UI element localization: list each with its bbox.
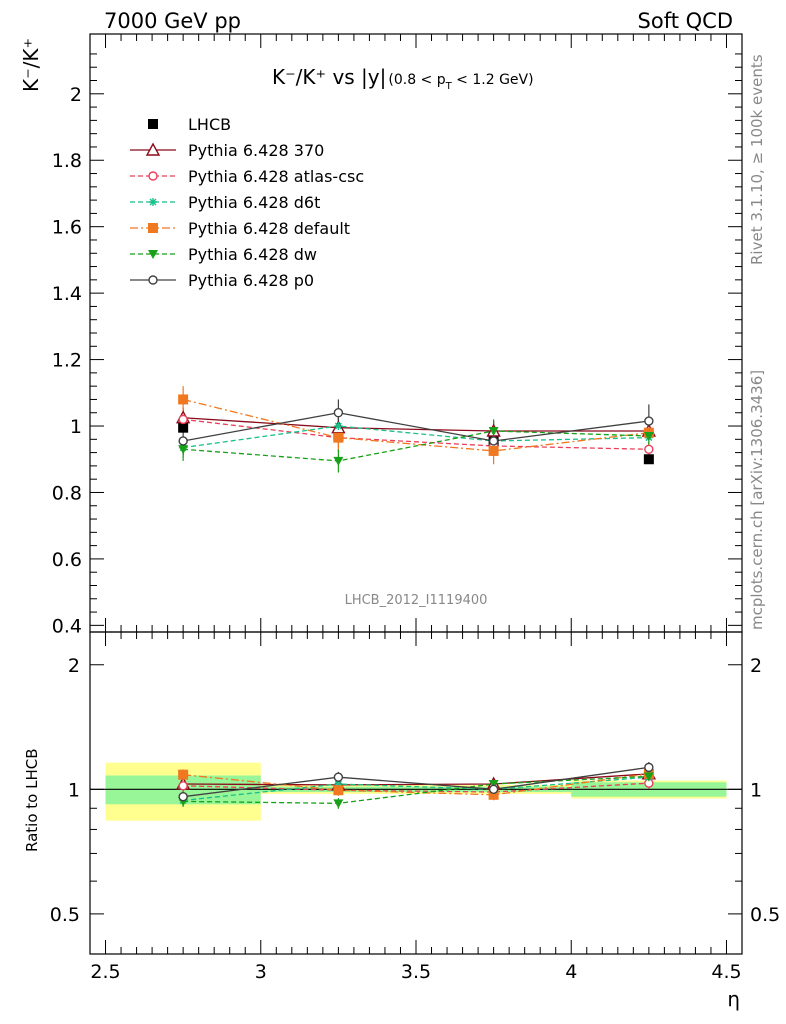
point-default — [178, 394, 189, 405]
header-left: 7000 GeV pp — [104, 9, 241, 33]
ratio-y-tick-label-right: 1 — [750, 779, 762, 801]
legend-label-default: Pythia 6.428 default — [188, 219, 350, 238]
y-tick-label: 0.8 — [52, 482, 82, 504]
legend-marker-d6t — [149, 198, 157, 206]
x-tick-label: 2.5 — [90, 961, 120, 983]
point-dw — [488, 427, 499, 437]
x-tick-label: 4.5 — [711, 961, 741, 983]
title-sub-t: T — [445, 81, 453, 92]
y-tick-label: 1 — [70, 416, 82, 438]
point-default — [488, 445, 499, 456]
legend-marker-default — [148, 223, 158, 233]
ratio-y-tick-label-left: 0.5 — [50, 904, 80, 926]
ratio-y-tick-label-left: 1 — [68, 779, 80, 801]
mcplots-label: mcplots.cern.ch [arXiv:1306.3436] — [748, 370, 766, 630]
title-sub: (0.8 < p — [388, 72, 445, 88]
y-tick-label: 0.6 — [52, 549, 82, 571]
ratio-line-atlas — [183, 782, 649, 793]
ratio-point-default — [488, 789, 499, 800]
ratio-point-d6t — [334, 780, 343, 789]
point-p0 — [644, 416, 654, 426]
ratio-y-tick-label-right: 0.5 — [750, 904, 780, 926]
legend-label-data: LHCB — [188, 115, 231, 134]
y-tick-label: 1.2 — [52, 350, 82, 372]
point-d6t — [334, 422, 343, 431]
point-dw — [643, 431, 654, 441]
legend-marker-dw — [148, 250, 158, 259]
analysis-label: LHCB_2012_I1119400 — [345, 593, 488, 608]
ratio-line-d6t — [183, 776, 649, 802]
ratio-point-p0 — [178, 791, 188, 802]
series-line-p0 — [183, 412, 649, 442]
y-tick-label: 1.6 — [52, 217, 82, 239]
series-line-p370 — [183, 417, 649, 432]
point-atlas — [178, 414, 188, 425]
axis-ticks — [90, 34, 742, 954]
y-tick-label: 1.4 — [52, 283, 82, 305]
ratio-line-dw — [183, 775, 649, 804]
legend-label-atlas: Pythia 6.428 atlas-csc — [188, 167, 364, 186]
plot-title: K⁻/K⁺ vs |y| (0.8 < pT < 1.2 GeV) — [272, 65, 534, 92]
series-markers — [175, 394, 657, 809]
point-dw — [178, 445, 189, 455]
legend-label-d6t: Pythia 6.428 d6t — [188, 193, 320, 212]
ratio-point-p0 — [644, 762, 654, 773]
header-right: Soft QCD — [638, 9, 733, 33]
y-tick-label: 2 — [70, 84, 82, 106]
point-p0 — [333, 408, 344, 418]
series-line-default — [182, 398, 649, 452]
ratio-point-p0 — [488, 784, 499, 795]
ratio-y-label: Ratio to LHCB — [23, 748, 41, 852]
ratio-line-p0 — [183, 766, 649, 798]
x-axis-label: η — [727, 987, 740, 1011]
legend: LHCB Pythia 6.428 370 Pythia 6.428 atlas-c… — [130, 115, 364, 290]
ratio-point-default — [178, 769, 189, 780]
legend-marker-data — [148, 119, 158, 129]
ratio-y-tick-label-left: 2 — [68, 655, 80, 677]
y-tick-label: 0.4 — [52, 615, 82, 637]
point-atlas — [644, 444, 654, 454]
series-line-atlas — [183, 418, 649, 450]
point-p0 — [178, 436, 188, 446]
ratio-point-atlas — [178, 781, 188, 791]
axis-tick-labels: 2.5 3 3.5 4 4.5 0.4 0.6 0.8 1 1.2 1.4 1.6 1.8 2 0.5 0.5… — [50, 84, 780, 983]
legend-label-p370: Pythia 6.428 370 — [188, 141, 324, 160]
series-lines — [182, 398, 649, 804]
ratio-line-default — [183, 773, 649, 796]
title-sub-end: < 1.2 GeV) — [452, 72, 534, 88]
y-tick-label: 1.8 — [52, 150, 82, 172]
legend-marker-p0 — [148, 275, 158, 285]
point-data — [643, 454, 654, 465]
x-tick-label: 4 — [565, 961, 577, 983]
series-line-dw — [183, 430, 649, 462]
ratio-point-dw — [488, 780, 499, 790]
ratio-y-tick-label-right: 2 — [750, 655, 762, 677]
point-dw — [333, 456, 344, 466]
point-default — [333, 432, 344, 443]
legend-marker-atlas — [148, 171, 158, 181]
title-main: K⁻/K⁺ vs |y| — [272, 65, 386, 89]
ratio-point-dw — [643, 772, 654, 782]
legend-marker-p370 — [145, 142, 161, 156]
rivet-label: Rivet 3.1.10, ≥ 100k events — [748, 54, 766, 265]
series-line-d6t — [183, 425, 649, 449]
ratio-point-dw — [333, 799, 344, 809]
x-tick-label: 3.5 — [401, 961, 431, 983]
ratio-point-p0 — [333, 772, 344, 782]
legend-label-dw: Pythia 6.428 dw — [188, 245, 317, 264]
point-data — [178, 422, 189, 433]
ratio-point-default — [333, 785, 344, 796]
legend-label-p0: Pythia 6.428 p0 — [188, 271, 314, 290]
point-p0 — [488, 436, 499, 446]
y-axis-label: K⁻/K⁺ — [19, 38, 43, 92]
x-tick-label: 3 — [255, 961, 267, 983]
